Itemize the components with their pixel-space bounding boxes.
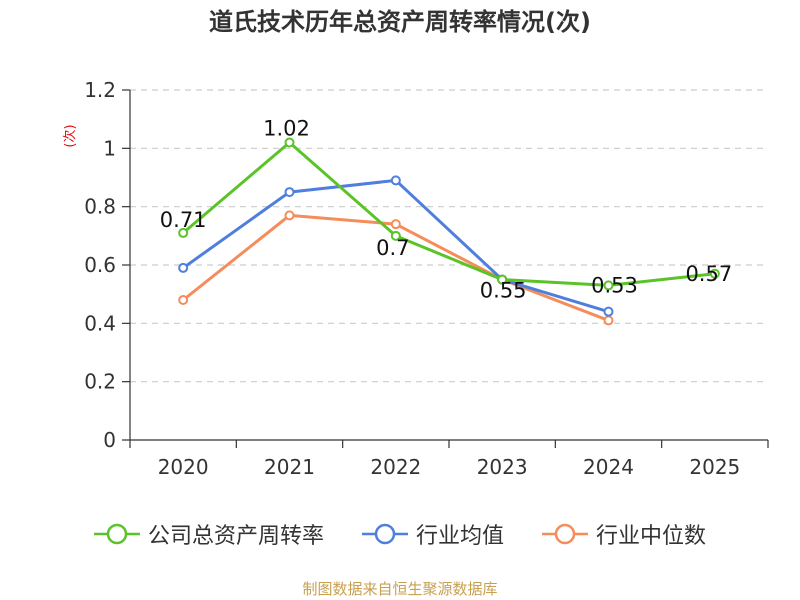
data-point: [178, 262, 189, 273]
legend-item-industry-mean[interactable]: 行业均值: [361, 518, 504, 550]
y-tick-label: 1: [103, 136, 116, 160]
x-tick-label: 2020: [158, 455, 209, 479]
y-tick-label: 0.2: [84, 370, 116, 394]
data-point: [178, 227, 189, 238]
y-tick-label: 0.6: [84, 253, 116, 277]
x-tick-label: 2022: [370, 455, 421, 479]
data-point: [284, 210, 295, 221]
data-source-note: 制图数据来自恒生聚源数据库: [302, 580, 498, 598]
data-point: [284, 137, 295, 148]
y-tick-label: 0.8: [84, 195, 116, 219]
data-point: [603, 306, 614, 317]
legend-line-icon: [93, 523, 140, 545]
data-label: 0.57: [685, 262, 732, 286]
line-chart: 0 0.2 0.4 0.6 0.8 1 1.2 2020 2021 2022 2023 2024 202…: [84, 78, 769, 479]
legend-label: 公司总资产周转率: [147, 524, 324, 549]
data-label: 0.53: [591, 273, 638, 297]
x-tick-label: 2023: [477, 455, 528, 479]
legend-line-icon: [542, 523, 588, 545]
legend-item-company[interactable]: 公司总资产周转率: [93, 518, 324, 550]
x-tick-label: 2024: [583, 455, 634, 479]
legend-label: 行业中位数: [596, 524, 707, 549]
y-tick-label: 1.2: [84, 78, 116, 102]
data-point: [603, 280, 614, 291]
data-label: 0.7: [376, 236, 409, 260]
legend-label: 行业均值: [415, 524, 504, 549]
legend: 公司总资产周转率 行业均值 行业中位数: [0, 518, 800, 550]
data-point: [390, 175, 401, 186]
data-point: [497, 274, 508, 285]
data-point: [390, 230, 401, 241]
x-tick-label: 2021: [264, 455, 315, 479]
data-label: 0.71: [160, 208, 207, 232]
data-point: [178, 295, 189, 305]
data-point: [390, 219, 401, 230]
y-tick-label: 0.4: [84, 311, 116, 335]
data-point: [603, 315, 614, 326]
chart-title: 道氏技术历年总资产周转率情况(次): [209, 8, 591, 36]
data-label: 0.55: [480, 279, 527, 303]
data-point: [284, 187, 295, 198]
x-tick-label: 2025: [689, 455, 740, 479]
series-line: [182, 141, 715, 287]
data-label: 1.02: [263, 117, 310, 141]
data-point: [709, 268, 720, 279]
y-tick-label: 0: [103, 428, 116, 452]
legend-line-icon: [361, 523, 408, 545]
legend-item-industry-median[interactable]: 行业中位数: [542, 518, 706, 550]
